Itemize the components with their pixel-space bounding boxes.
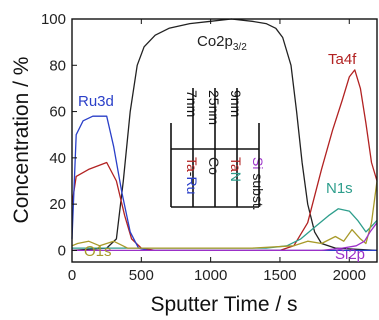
series-line-si2p	[72, 222, 378, 252]
series-label-si2p: Si2p	[335, 246, 365, 263]
stack-material-part: -	[184, 172, 200, 177]
plot-frame	[71, 18, 378, 263]
y-tick-label: 40	[49, 150, 66, 167]
series-label-ru3d: Ru3d	[78, 93, 114, 110]
stack-thickness-label: 9nm	[228, 90, 244, 117]
series-label-n1s: N1s	[326, 180, 353, 197]
x-tick-label: 500	[129, 267, 154, 284]
x-tick-label: 1500	[263, 267, 296, 284]
stack-material-label: Co	[206, 157, 222, 175]
stack-material-part: N	[228, 172, 244, 182]
stack-material-label: Si subst.	[250, 157, 266, 211]
stack-material-part: Ru	[184, 176, 200, 194]
y-tick-label: 80	[49, 57, 66, 74]
x-tick-label: 1000	[194, 267, 227, 284]
x-axis-title: Sputter Time / s	[150, 293, 297, 316]
stack-material-part: Co	[206, 157, 222, 175]
series-line-co2p3-2	[71, 18, 378, 252]
x-tick-label: 0	[68, 267, 76, 284]
stack-material-part: Ta	[228, 157, 244, 172]
y-tick-label: 100	[41, 11, 66, 28]
plot-area: 0 500 1000 1500 2000 0 20 40 60 80 100	[41, 11, 378, 284]
y-tick-label: 60	[49, 104, 66, 121]
stack-thickness-label: 25nm	[206, 90, 222, 125]
series-line-n1s	[72, 208, 378, 249]
series-label-co2p: Co2p3/2	[197, 33, 247, 53]
stack-material-part: subst.	[250, 169, 266, 210]
series-line-ru3d	[71, 115, 377, 252]
series-line-o1s	[71, 180, 378, 249]
stack-material-label: Ta-Ru	[184, 157, 200, 194]
series-label-ta4f: Ta4f	[328, 51, 357, 68]
stack-material-part: Ta	[184, 157, 200, 172]
y-tick-label: 0	[58, 242, 66, 259]
stack-thickness-label: 7nm	[184, 90, 200, 117]
stack-material-label: TaN	[228, 157, 244, 182]
series-label-o1s: O1s	[84, 243, 112, 260]
stack-material-part: Si	[250, 157, 266, 169]
y-axis-title: Concentration / %	[10, 57, 33, 224]
x-tick-label: 2000	[333, 267, 366, 284]
y-tick-label: 20	[49, 196, 66, 213]
